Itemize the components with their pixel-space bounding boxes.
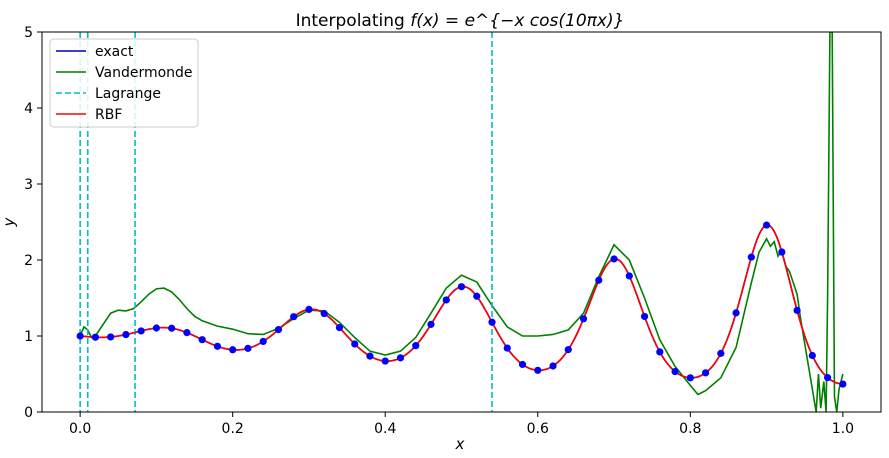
legend-label-rbf: RBF [95,107,122,123]
sample-point [305,305,313,314]
sample-point [213,342,222,350]
sample-point [198,336,206,344]
sample-point [656,348,664,356]
legend-box [49,38,199,128]
series-line-exact [80,224,843,385]
sample-point [640,312,649,321]
y-tick-label: 0 [24,405,33,421]
legend: exact Vandermonde Lagrange RBF [49,38,199,128]
sample-point [366,352,374,360]
sample-point [610,255,618,263]
sample-point [625,272,633,280]
sample-point [473,292,481,300]
legend-label-exact: exact [95,44,134,60]
axis-ticks: 0.0 0.2 0.4 0.6 0.8 1.0 0 1 2 3 4 5 [24,25,854,437]
sample-point [183,329,191,337]
sample-point [762,221,771,229]
y-tick-label: 2 [24,253,33,269]
x-tick-label: 0.6 [527,421,549,437]
series-line-vandermonde [79,32,844,412]
sample-point [518,360,527,369]
legend-label-lagrange: Lagrange [95,86,161,102]
sample-point [824,374,832,382]
sample-point [442,296,450,304]
chart-title-math: f(x) = e^{−x cos(10πx)} [410,11,624,31]
sample-point [137,327,145,335]
sample-point [686,374,694,382]
x-tick-label: 0.0 [69,421,91,437]
sample-point [747,253,755,261]
sample-point [732,309,740,317]
sample-point [122,330,130,339]
sample-point [427,320,435,328]
sample-point [549,362,557,370]
sample-point [717,349,725,357]
sample-point [259,337,267,346]
x-tick-label: 0.8 [679,421,701,437]
sample-point [579,315,588,323]
y-tick-label: 3 [24,177,33,193]
sample-point [229,346,237,354]
y-axis-label: y [0,216,18,227]
x-axis-label: x [455,435,465,453]
sample-point [839,380,847,388]
series-line-rbf [80,224,843,385]
sample-point [76,332,84,340]
y-tick-label: 5 [24,25,33,41]
sample-point [351,340,359,348]
sample-point [381,357,389,365]
sample-point [488,318,496,326]
x-tick-label: 0.2 [222,421,244,437]
sample-point [701,369,710,377]
sample-point [534,366,542,374]
sample-point [91,333,99,341]
sample-point [793,306,801,314]
sample-point [244,344,252,352]
sample-point [396,354,405,362]
sample-point [808,351,816,360]
sample-point [503,344,511,352]
sample-point [168,324,176,332]
sample-point [320,309,328,318]
sample-point [274,326,283,334]
legend-label-vandermonde: Vandermonde [95,65,193,81]
sample-point [412,342,420,350]
chart-title: Interpolating f(x) = e^{−x cos(10πx)} [296,11,625,31]
sample-point [778,248,786,256]
y-tick-label: 1 [24,329,33,345]
axes-frame [41,31,882,413]
x-tick-label: 1.0 [832,421,854,437]
sample-point [107,333,115,341]
sample-point [457,283,466,291]
sample-point [152,324,161,332]
y-tick-label: 4 [24,101,33,117]
x-tick-label: 0.4 [374,421,396,437]
sample-point [290,313,298,321]
sample-point [595,276,603,284]
sample-point [335,323,344,332]
sample-point [671,367,679,376]
sample-point [564,346,572,354]
